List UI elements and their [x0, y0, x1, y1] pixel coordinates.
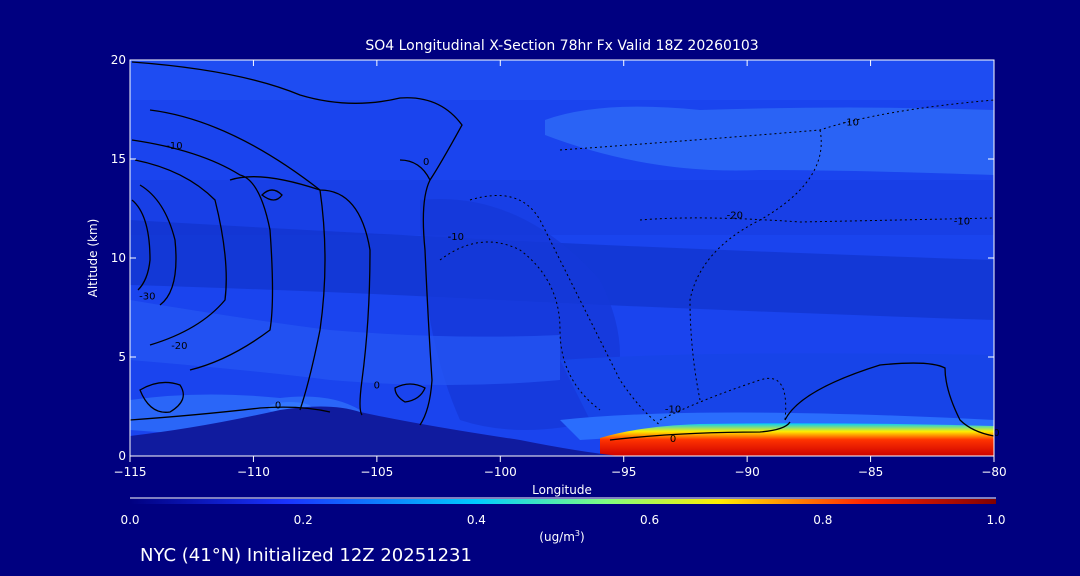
colorbar-tick-label: 0.8	[813, 513, 832, 527]
colorbar-tick-label: 1.0	[986, 513, 1005, 527]
y-axis-label: Altitude (km)	[86, 219, 100, 298]
y-tick-label: 10	[111, 251, 126, 265]
y-axis: 0 5 10 15 20	[111, 53, 994, 463]
colorbar-unit-prefix: (ug/m	[539, 530, 575, 544]
x-tick-label: −100	[484, 465, 517, 479]
y-tick-label: 15	[111, 152, 126, 166]
y-tick-label: 20	[111, 53, 126, 67]
colorbar-tick-label: 0.0	[120, 513, 139, 527]
contour-label: -20	[171, 341, 187, 352]
contour-label: 0	[374, 381, 380, 392]
contour-lines	[130, 61, 994, 441]
x-tick-label: −95	[611, 465, 636, 479]
x-tick-label: −105	[360, 465, 393, 479]
contour-label: -10	[843, 117, 859, 128]
heatmap-field	[130, 60, 994, 456]
colorbar-unit: (ug/m3)	[539, 529, 584, 544]
x-tick-label: −90	[734, 465, 759, 479]
x-tick-label: −80	[981, 465, 1006, 479]
colorbar-tick-label: 0.6	[640, 513, 659, 527]
contour-lines-dotted	[439, 99, 994, 426]
colorbar-swatch	[130, 499, 996, 504]
contour-label: -10	[166, 141, 182, 152]
colorbar-ticks: 0.0 0.2 0.4 0.6 0.8 1.0	[120, 513, 1005, 527]
contour-label: 0	[275, 400, 281, 411]
colorbar: 0.0 0.2 0.4 0.6 0.8 1.0 (ug/m3)	[120, 497, 1006, 544]
contour-labels: -10 -20 -30 0 0 0 0 0 -10 -10 -10 -10 -20	[139, 117, 1000, 445]
x-tick-label: −85	[858, 465, 883, 479]
colorbar-tick-label: 0.2	[294, 513, 313, 527]
colorbar-tick-label: 0.4	[467, 513, 486, 527]
y-tick-label: 0	[118, 449, 126, 463]
x-axis: −115 −110 −105 −100 −95 −90 −85 −80	[114, 60, 1007, 479]
contour-label: -10	[665, 404, 681, 415]
contour-label: 0	[670, 434, 676, 445]
x-tick-label: −115	[114, 465, 147, 479]
x-tick-label: −110	[237, 465, 270, 479]
contour-label: 0	[993, 428, 999, 439]
y-tick-label: 5	[118, 350, 126, 364]
footer-location: NYC (41°N) Initialized 12Z 20251231	[140, 545, 472, 566]
chart-title: SO4 Longitudinal X-Section 78hr Fx Valid…	[365, 38, 758, 54]
contour-label: 0	[423, 157, 429, 168]
contour-label: -20	[727, 210, 743, 221]
contour-label: -10	[954, 216, 970, 227]
colorbar-unit-sup: 3	[575, 529, 580, 538]
x-axis-label: Longitude	[532, 483, 592, 497]
colorbar-unit-suffix: )	[580, 530, 585, 544]
contour-label: -30	[139, 292, 155, 303]
contour-label: -10	[448, 232, 464, 243]
